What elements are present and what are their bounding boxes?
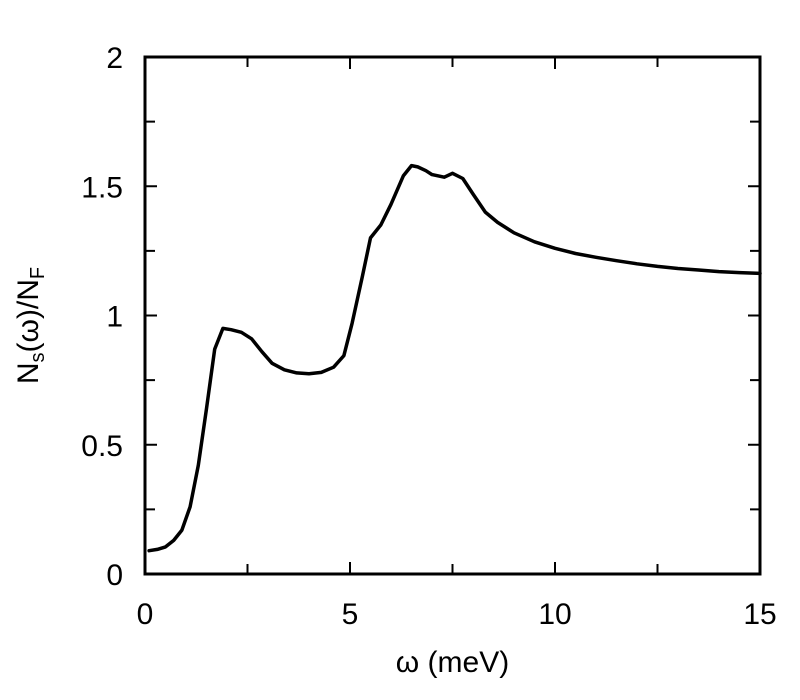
series-line bbox=[147, 163, 762, 553]
x-tick-label: 10 bbox=[538, 598, 571, 631]
y-tick-label: 0.5 bbox=[81, 430, 123, 463]
y-axis-label-sub1: s bbox=[27, 352, 49, 362]
y-axis-label-mid: (ω)/N bbox=[12, 279, 45, 352]
x-tick-label: 5 bbox=[342, 598, 359, 631]
y-tick-label: 0 bbox=[106, 559, 123, 592]
y-axis-label-sub2: F bbox=[27, 267, 49, 279]
tick-labels: 0 5 10 15 0 0.5 1 1.5 2 bbox=[81, 42, 776, 631]
y-tick-label: 1.5 bbox=[81, 171, 123, 204]
y-tick-label: 2 bbox=[106, 42, 123, 75]
y-axis-label-base: N bbox=[12, 362, 45, 384]
plot-frame bbox=[143, 55, 762, 576]
y-axis-label: Ns(ω)/NF bbox=[12, 267, 49, 384]
axis-ticks bbox=[144, 56, 761, 575]
x-tick-label: 15 bbox=[743, 598, 776, 631]
x-axis-label: ω (meV) bbox=[396, 646, 509, 679]
x-tick-label: 0 bbox=[137, 598, 154, 631]
y-tick-label: 1 bbox=[106, 301, 123, 334]
